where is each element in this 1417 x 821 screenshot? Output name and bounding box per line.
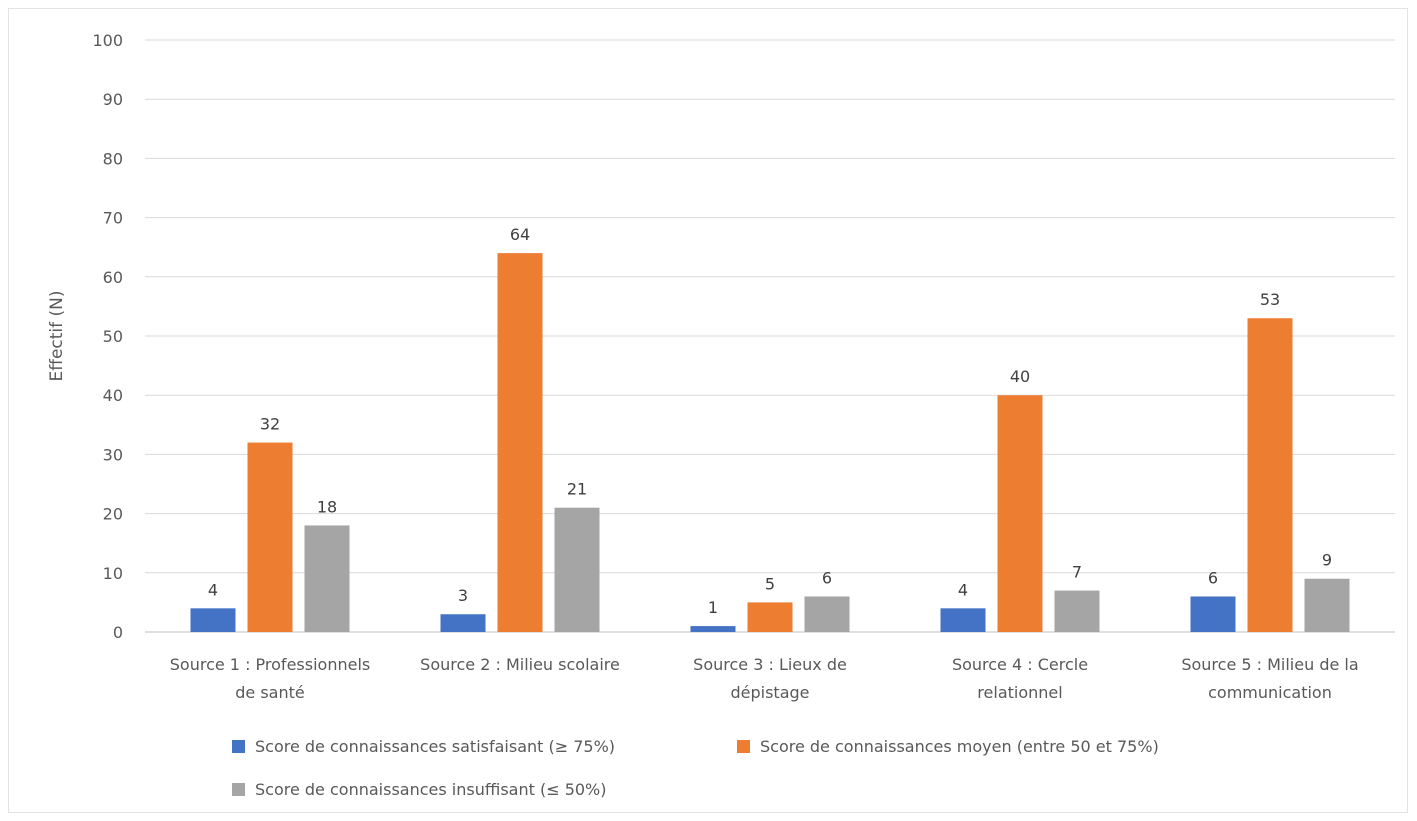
data-label: 9 xyxy=(1322,551,1332,570)
legend-item: Score de connaissances satisfaisant (≥ 7… xyxy=(232,737,615,756)
x-tick-label: de santé xyxy=(235,683,304,702)
bars xyxy=(190,253,1350,632)
data-label: 3 xyxy=(458,586,468,605)
y-tick-label: 100 xyxy=(92,31,123,50)
data-label: 6 xyxy=(822,568,832,587)
y-axis-ticks: 0 10 20 30 40 50 60 70 80 90 100 xyxy=(92,31,123,642)
y-tick-label: 60 xyxy=(103,268,123,287)
bar xyxy=(247,442,293,632)
y-tick-label: 90 xyxy=(103,90,123,109)
bar xyxy=(940,608,986,632)
y-tick-label: 10 xyxy=(103,564,123,583)
data-label: 6 xyxy=(1208,568,1218,587)
bar xyxy=(690,626,736,632)
bar xyxy=(190,608,236,632)
bar xyxy=(1304,578,1350,632)
data-label: 4 xyxy=(958,580,968,599)
y-tick-label: 20 xyxy=(103,505,123,524)
y-tick-label: 50 xyxy=(103,327,123,346)
bar xyxy=(1054,590,1100,632)
bar xyxy=(304,525,350,632)
legend-label: Score de connaissances insuffisant (≤ 50… xyxy=(255,780,607,799)
x-axis-labels: Source 1 : Professionnels de santé Source … xyxy=(170,655,1359,702)
bar xyxy=(440,614,486,632)
x-tick-label: dépistage xyxy=(730,683,809,702)
bar xyxy=(804,596,850,632)
x-tick-label: Source 5 : Milieu de la xyxy=(1181,655,1358,674)
bar xyxy=(497,253,543,632)
x-tick-label: Source 2 : Milieu scolaire xyxy=(420,655,620,674)
x-tick-label: Source 4 : Cercle xyxy=(952,655,1088,674)
x-tick-label: communication xyxy=(1208,683,1332,702)
bar xyxy=(1190,596,1236,632)
data-label: 7 xyxy=(1072,563,1082,582)
chart-frame xyxy=(8,8,1408,813)
legend-swatch xyxy=(232,783,245,796)
legend-item: Score de connaissances insuffisant (≤ 50… xyxy=(232,780,607,799)
y-tick-label: 0 xyxy=(113,623,123,642)
bar xyxy=(554,507,600,632)
legend-label: Score de connaissances moyen (entre 50 e… xyxy=(760,737,1159,756)
data-label: 21 xyxy=(567,480,587,499)
data-label: 64 xyxy=(510,225,530,244)
y-tick-label: 80 xyxy=(103,149,123,168)
bar xyxy=(747,602,793,632)
legend-swatch xyxy=(737,740,750,753)
data-label: 5 xyxy=(765,574,775,593)
x-tick-label: relationnel xyxy=(977,683,1062,702)
data-label: 18 xyxy=(317,497,337,516)
legend-item: Score de connaissances moyen (entre 50 e… xyxy=(737,737,1159,756)
x-tick-label: Source 1 : Professionnels xyxy=(170,655,370,674)
data-label: 53 xyxy=(1260,290,1280,309)
gridlines xyxy=(145,39,1395,633)
x-tick-label: Source 3 : Lieux de xyxy=(693,655,847,674)
data-label: 40 xyxy=(1010,367,1030,386)
data-label: 32 xyxy=(260,415,280,434)
legend-swatch xyxy=(232,740,245,753)
data-label: 1 xyxy=(708,598,718,617)
y-axis-label: Effectif (N) xyxy=(47,290,67,381)
bar xyxy=(997,395,1043,632)
bar xyxy=(1247,318,1293,632)
data-label: 4 xyxy=(208,580,218,599)
y-tick-label: 70 xyxy=(103,209,123,228)
legend-label: Score de connaissances satisfaisant (≥ 7… xyxy=(255,737,616,756)
y-tick-label: 30 xyxy=(103,445,123,464)
y-tick-label: 40 xyxy=(103,386,123,405)
